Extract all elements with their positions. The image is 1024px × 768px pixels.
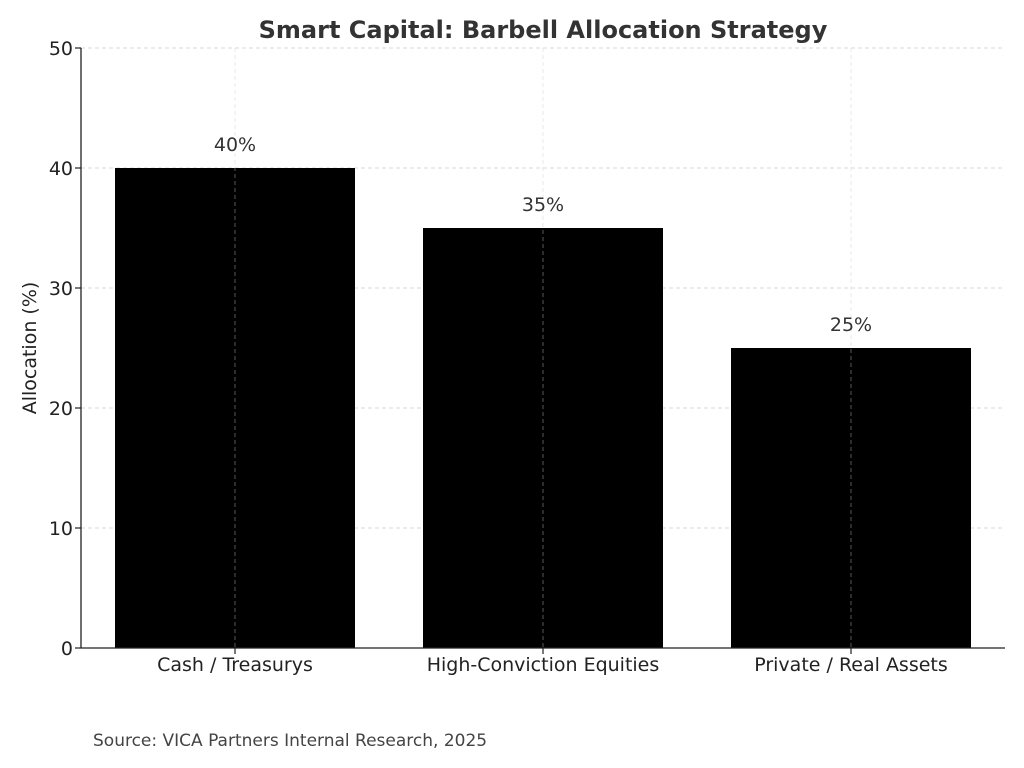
bar — [423, 228, 663, 648]
x-ticks: Cash / Treasurys High-Conviction Equities… — [157, 648, 948, 676]
chart-title: Smart Capital: Barbell Allocation Strate… — [259, 16, 828, 44]
vertical-gridlines — [234, 48, 852, 648]
x-tick-label: Private / Real Assets — [754, 654, 948, 676]
y-tick-label: 50 — [49, 38, 73, 60]
bar-value-label: 25% — [830, 314, 872, 336]
y-tick-label: 20 — [49, 398, 73, 420]
bar-value-label: 35% — [522, 194, 564, 216]
y-tick-label: 10 — [49, 518, 73, 540]
data-labels: 40% 35% 25% — [214, 134, 872, 336]
y-tick-label: 40 — [49, 158, 73, 180]
x-tick-label: Cash / Treasurys — [157, 654, 313, 676]
source-note: Source: VICA Partners Internal Research,… — [93, 731, 487, 751]
y-ticks: 0 10 20 30 40 50 — [49, 38, 81, 660]
x-tick-label: High-Conviction Equities — [427, 654, 660, 676]
y-axis-label: Allocation (%) — [19, 282, 41, 415]
y-tick-label: 30 — [49, 278, 73, 300]
y-tick-label: 0 — [61, 638, 73, 660]
bar-value-label: 40% — [214, 134, 256, 156]
